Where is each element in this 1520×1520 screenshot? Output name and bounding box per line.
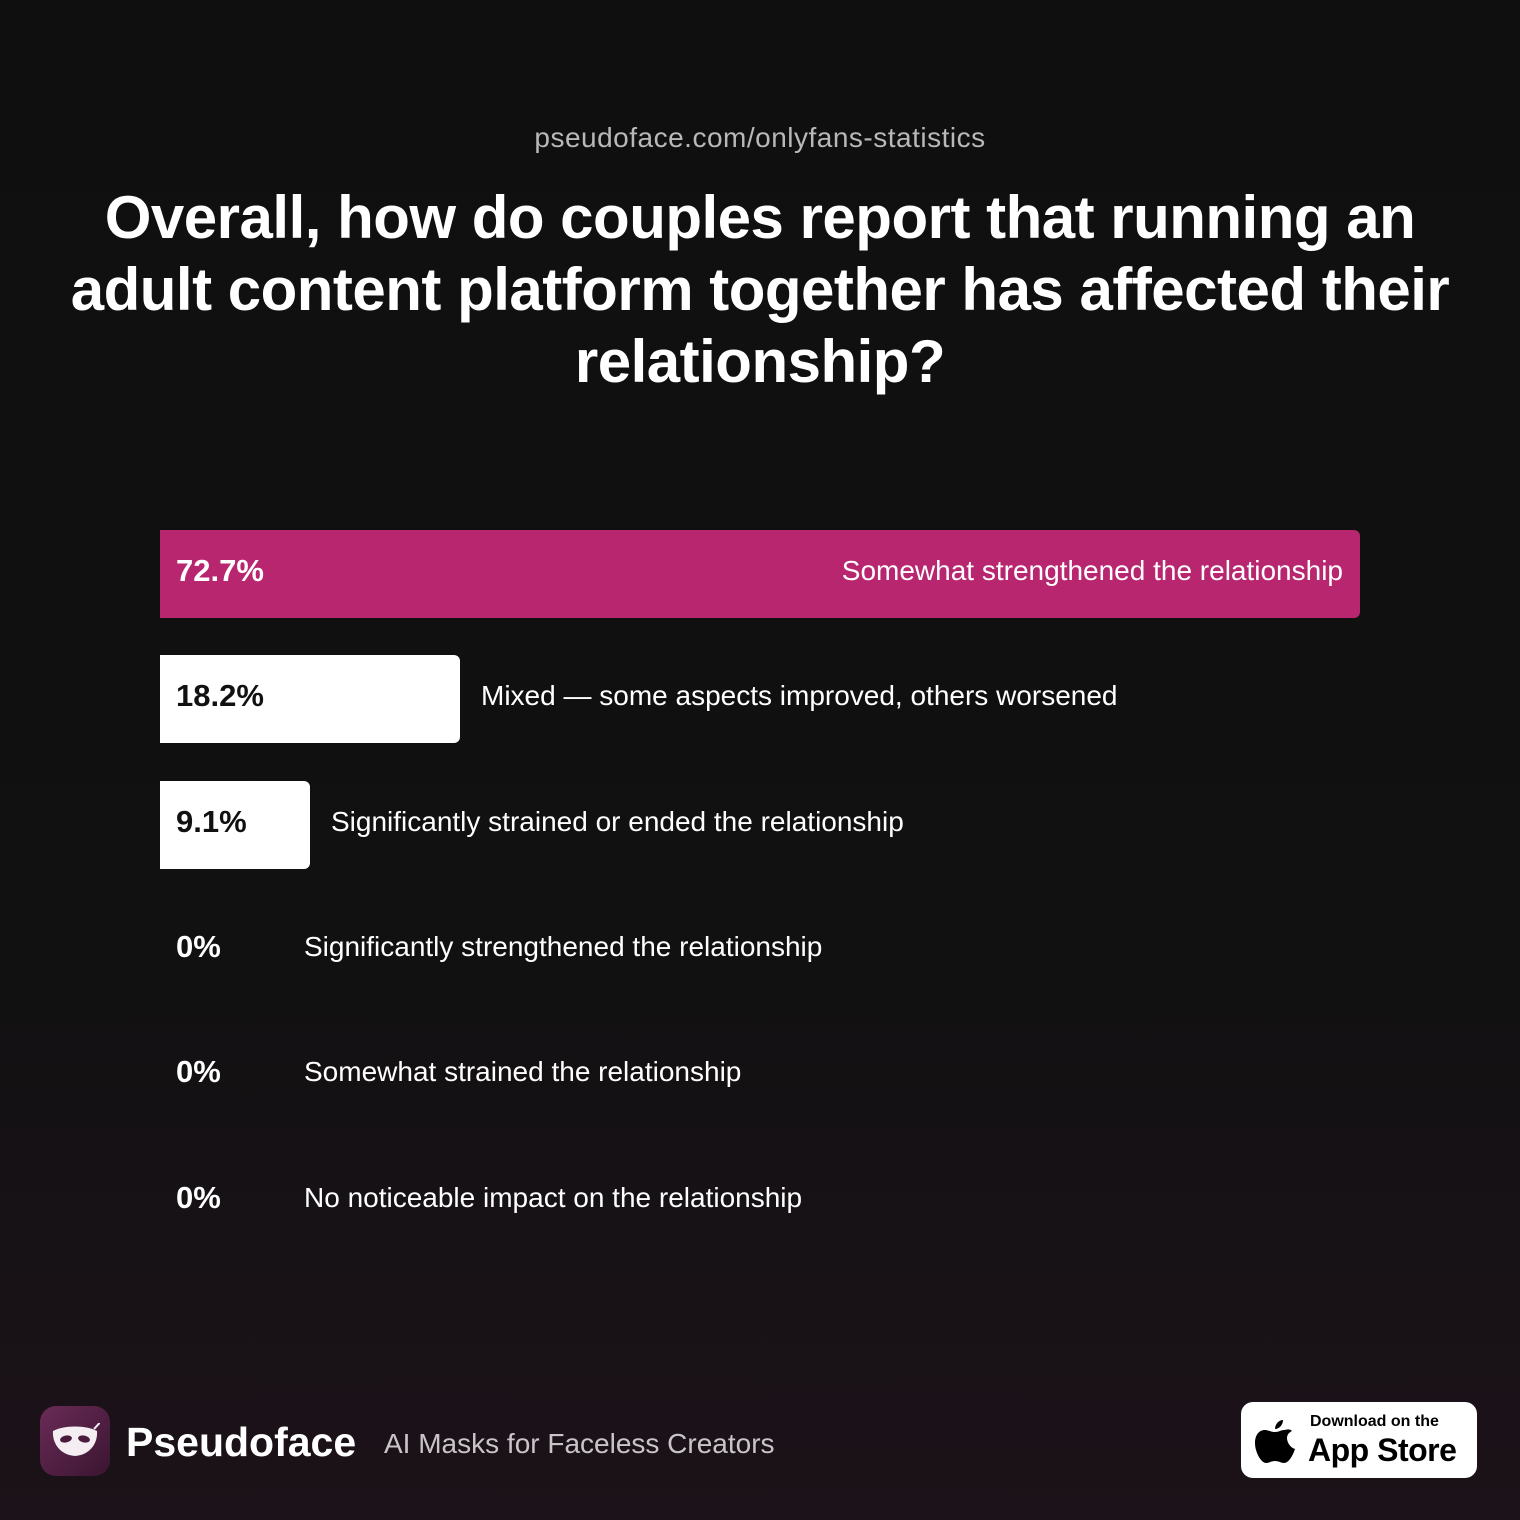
brand-tagline: AI Masks for Faceless Creators bbox=[384, 1428, 775, 1459]
bar bbox=[160, 655, 460, 744]
mask-icon bbox=[52, 1423, 100, 1456]
pseudoface-logo[interactable] bbox=[40, 1406, 110, 1476]
app-store-small-text: Download on the bbox=[1310, 1413, 1439, 1430]
app-store-big-text: App Store bbox=[1308, 1432, 1457, 1468]
apple-icon bbox=[1255, 1420, 1295, 1463]
bar-value-label: 9.1% bbox=[176, 803, 247, 839]
bar-row: 9.1% Significantly strained or ended the … bbox=[160, 780, 1360, 869]
bar-row: 0% Significantly strengthened the relatio… bbox=[160, 906, 1360, 994]
bar-value-label: 0% bbox=[176, 1054, 221, 1090]
source-url: pseudoface.com/onlyfans-statistics bbox=[534, 122, 986, 153]
bar-row: 72.7% Somewhat strengthened the relations… bbox=[160, 530, 1360, 618]
bar-value-label: 0% bbox=[176, 928, 221, 964]
bar-row: 0% No noticeable impact on the relationsh… bbox=[160, 1157, 1360, 1245]
bar-category-label: Significantly strengthened the relations… bbox=[304, 930, 823, 962]
bar-row: 18.2% Mixed — some aspects improved, othe… bbox=[160, 655, 1360, 744]
brand-name: Pseudoface bbox=[126, 1419, 357, 1465]
bar-category-label: Somewhat strengthened the relationship bbox=[841, 555, 1343, 586]
bar-row: 0% Somewhat strained the relationship bbox=[160, 1031, 1360, 1119]
bar bbox=[160, 530, 1360, 618]
app-store-badge[interactable]: Download on the App Store bbox=[1241, 1402, 1477, 1478]
chart-title: Overall, how do couples report that runn… bbox=[70, 184, 1450, 395]
bar-category-label: No noticeable impact on the relationship bbox=[304, 1181, 803, 1213]
bar-category-label: Mixed — some aspects improved, others wo… bbox=[481, 680, 1118, 712]
bar bbox=[160, 780, 310, 869]
bar-category-label: Significantly strained or ended the rela… bbox=[331, 805, 904, 837]
bar-value-label: 0% bbox=[176, 1179, 221, 1215]
bar-value-label: 72.7% bbox=[176, 553, 264, 588]
bar-chart: 72.7% Somewhat strengthened the relations… bbox=[160, 530, 1360, 1250]
bar-category-label: Somewhat strained the relationship bbox=[304, 1056, 742, 1088]
bar-value-label: 18.2% bbox=[176, 678, 264, 714]
